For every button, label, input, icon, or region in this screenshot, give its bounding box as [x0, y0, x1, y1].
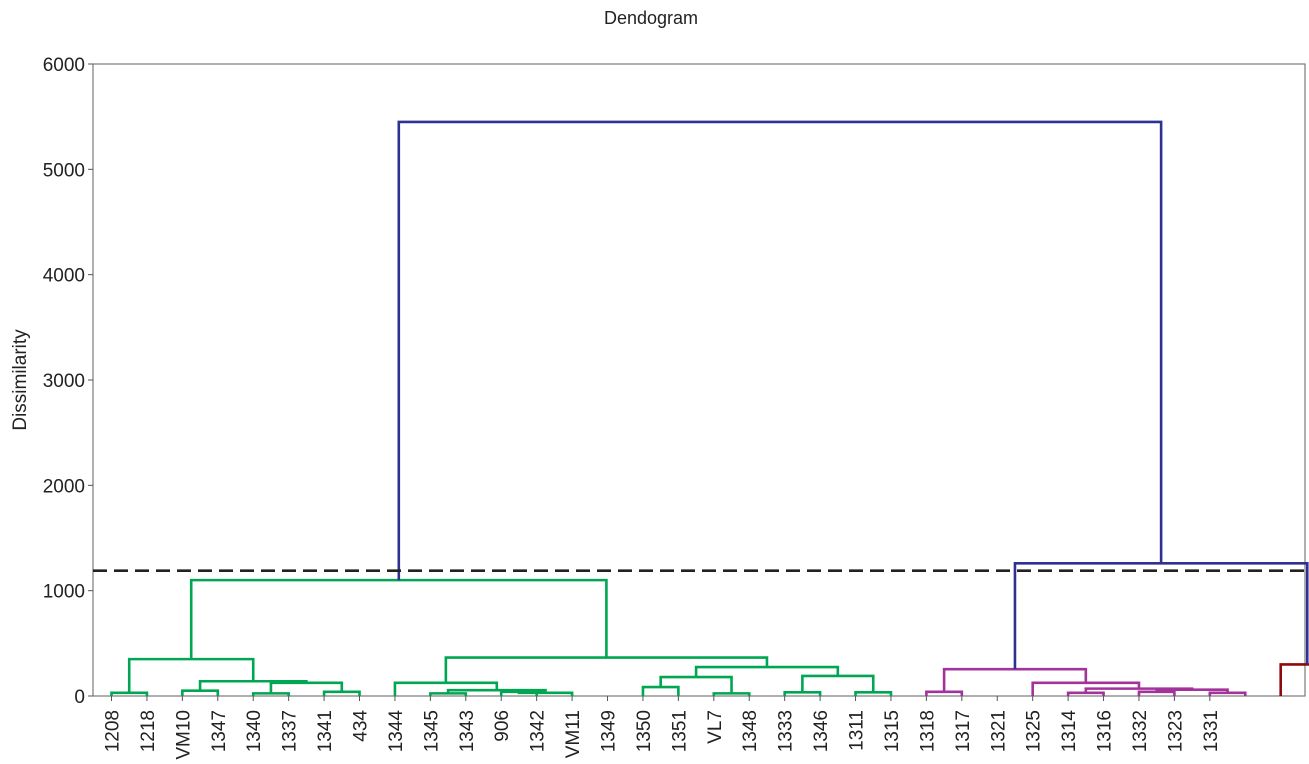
leaf-label: 434 [351, 710, 372, 742]
leaf-label: 1321 [988, 710, 1009, 752]
leaf-label: 1346 [811, 710, 832, 752]
leaf-label: 906 [492, 710, 513, 742]
leaf-label: 1351 [669, 710, 690, 752]
leaf-label: 1317 [953, 710, 974, 752]
dendrogram-link-blue [1013, 561, 1309, 670]
leaf-label: 1343 [457, 710, 478, 752]
leaf-label: 1325 [1024, 710, 1045, 752]
leaf-label: 1340 [244, 710, 265, 752]
leaf-label: 1347 [209, 710, 230, 752]
dendrogram-link-magenta [1137, 690, 1176, 696]
y-tick-label: 6000 [43, 55, 85, 76]
leaf-label: 1331 [1201, 710, 1222, 752]
dendrogram-link-green [446, 688, 547, 694]
dendrogram-link-green [641, 685, 680, 696]
leaf-label: 1208 [103, 710, 124, 752]
leaf-label: 1314 [1059, 710, 1080, 753]
dendrogram-link-magenta [1084, 687, 1194, 693]
x-axis: 1208 1218 VM10 1347 1340 1337 1341 434 1344 1345 1… [103, 696, 1222, 760]
leaf-label: 1315 [882, 710, 903, 752]
y-tick-label: 2000 [43, 476, 85, 497]
y-tick-label: 5000 [43, 160, 85, 181]
leaf-label: 1218 [138, 710, 159, 752]
leaf-label: 1342 [528, 710, 549, 752]
dendrogram-link-green [251, 692, 290, 696]
leaf-label: 1348 [740, 710, 761, 752]
dendrogram-link-green [322, 690, 361, 696]
dendrogram-link-green [659, 675, 733, 694]
leaf-label: VM11 [563, 710, 584, 758]
leaf-label: 1349 [599, 710, 620, 752]
dendrogram-link-magenta [925, 690, 964, 696]
leaf-label: 1344 [386, 710, 407, 753]
leaf-label: 1311 [847, 710, 868, 751]
y-tick-label: 1000 [43, 582, 85, 603]
dendrogram-links [110, 120, 1309, 696]
plot-frame [92, 63, 1306, 697]
dendrogram-link-green [801, 674, 875, 693]
dendrogram-link-green [444, 656, 769, 683]
y-tick-label: 0 [74, 687, 85, 708]
leaf-label: 1341 [315, 710, 336, 752]
y-tick-label: 4000 [43, 266, 85, 287]
dendrogram-link-green [181, 689, 220, 696]
leaf-label: 1333 [776, 710, 797, 752]
leaf-label: VM10 [173, 710, 194, 760]
dendrogram-link-green [712, 692, 751, 696]
leaf-label: 1332 [1130, 710, 1151, 752]
dendrogram-link-green [127, 657, 255, 693]
chart-title: Dendogram [604, 8, 698, 28]
dendrogram-link-magenta [942, 667, 1088, 692]
leaf-label: 1337 [280, 710, 301, 752]
dendrogram-link-green [429, 692, 468, 696]
leaf-label: 1350 [634, 710, 655, 752]
leaf-label: 1318 [917, 710, 938, 752]
y-axis-label: Dissimilarity [10, 329, 31, 431]
dendrogram-link-green [189, 578, 608, 660]
leaf-label: VL7 [705, 710, 726, 744]
y-axis: 0 1000 2000 3000 4000 5000 6000 [43, 55, 93, 708]
dendrogram-link-blue [397, 120, 1163, 581]
leaf-label: 1316 [1095, 710, 1116, 752]
y-tick-label: 3000 [43, 371, 85, 392]
leaf-label: 1345 [421, 710, 442, 752]
leaf-label: 1323 [1165, 710, 1186, 752]
